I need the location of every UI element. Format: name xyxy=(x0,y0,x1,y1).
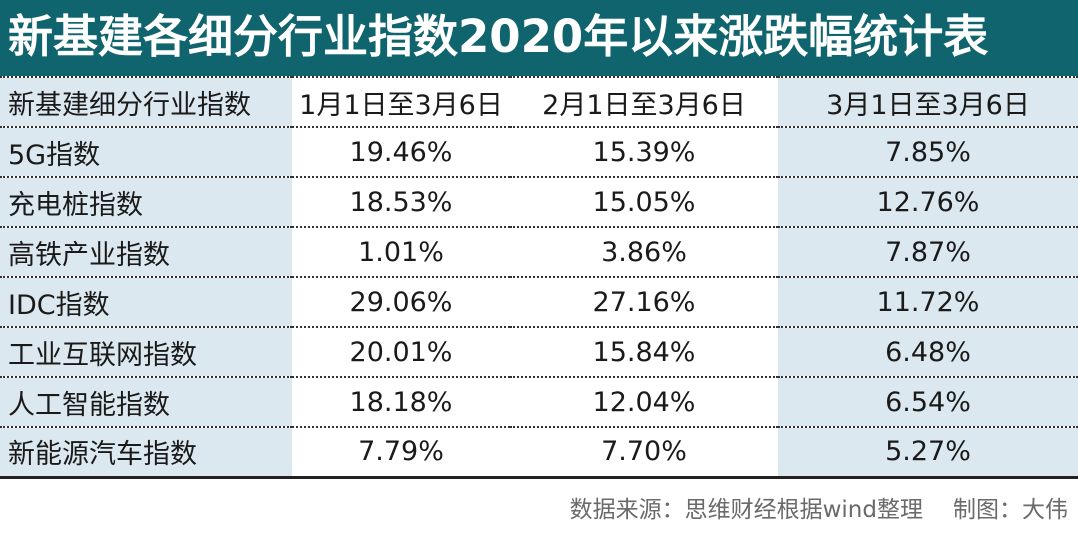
index-name: 工业互联网指数 xyxy=(0,327,292,378)
value-period-3: 7.87% xyxy=(778,227,1078,278)
column-header-period-3: 3月1日至3月6日 xyxy=(778,77,1078,128)
data-source-text: 数据来源：思维财经根据wind整理 xyxy=(569,497,923,523)
table-row: 工业互联网指数 20.01% 15.84% 6.48% xyxy=(0,327,1078,378)
footer: 数据来源：思维财经根据wind整理 制图：大伟 xyxy=(0,479,1078,536)
value-period-1: 7.79% xyxy=(358,436,444,468)
index-name: 5G指数 xyxy=(0,127,292,178)
table-header-row: 新基建细分行业指数 1月1日至3月6日 2月1日至3月6日 3月1日至3月6日 xyxy=(0,77,1078,128)
column-header-period-1: 1月1日至3月6日 xyxy=(292,77,510,128)
value-period-3: 11.72% xyxy=(778,277,1078,328)
value-period-1: 1.01% xyxy=(292,227,510,278)
index-name: 新能源汽车指数 xyxy=(0,427,292,477)
table-row: 5G指数 19.46% 15.39% 7.85% xyxy=(0,127,1078,178)
stats-table: 新基建细分行业指数 1月1日至3月6日 2月1日至3月6日 3月1日至3月6日 … xyxy=(0,76,1078,479)
value-period-1: 18.53% xyxy=(292,177,510,228)
chart-credit-text: 制图：大伟 xyxy=(953,497,1068,523)
value-period-2: 15.84% xyxy=(510,327,778,378)
value-period-3: 6.48% xyxy=(778,327,1078,378)
index-name: 充电桩指数 xyxy=(0,177,292,228)
value-period-2: 27.16% xyxy=(510,277,778,328)
table-row: 人工智能指数 18.18% 12.04% 6.54% xyxy=(0,377,1078,428)
table-row: 新能源汽车指数 7.79% 7.70% 5.27% xyxy=(0,427,1078,477)
value-period-3: 12.76% xyxy=(778,177,1078,228)
column-header-period-2: 2月1日至3月6日 xyxy=(510,77,778,128)
table-row: 充电桩指数 18.53% 15.05% 12.76% xyxy=(0,177,1078,228)
value-period-1: 29.06% xyxy=(292,277,510,328)
value-period-3: 7.85% xyxy=(778,127,1078,178)
table-row: IDC指数 29.06% 27.16% 11.72% xyxy=(0,277,1078,328)
value-period-1: 20.01% xyxy=(292,327,510,378)
value-period-1: 19.46% xyxy=(292,127,510,178)
value-period-3: 5.27% xyxy=(778,427,1078,477)
index-name: 高铁产业指数 xyxy=(0,227,292,278)
index-name: 人工智能指数 xyxy=(0,377,292,428)
value-period-1: 18.18% xyxy=(292,377,510,428)
table-row: 高铁产业指数 1.01% 3.86% 7.87% xyxy=(0,227,1078,278)
value-period-2: 12.04% xyxy=(510,377,778,428)
value-period-2: 7.70% xyxy=(601,436,687,468)
value-period-3: 6.54% xyxy=(778,377,1078,428)
value-period-2: 15.39% xyxy=(510,127,778,178)
index-name: IDC指数 xyxy=(0,277,292,328)
value-period-2: 3.86% xyxy=(510,227,778,278)
page-title: 新基建各细分行业指数2020年以来涨跌幅统计表 xyxy=(0,0,1078,76)
column-header-index-name: 新基建细分行业指数 xyxy=(0,77,292,128)
value-period-2: 15.05% xyxy=(510,177,778,228)
